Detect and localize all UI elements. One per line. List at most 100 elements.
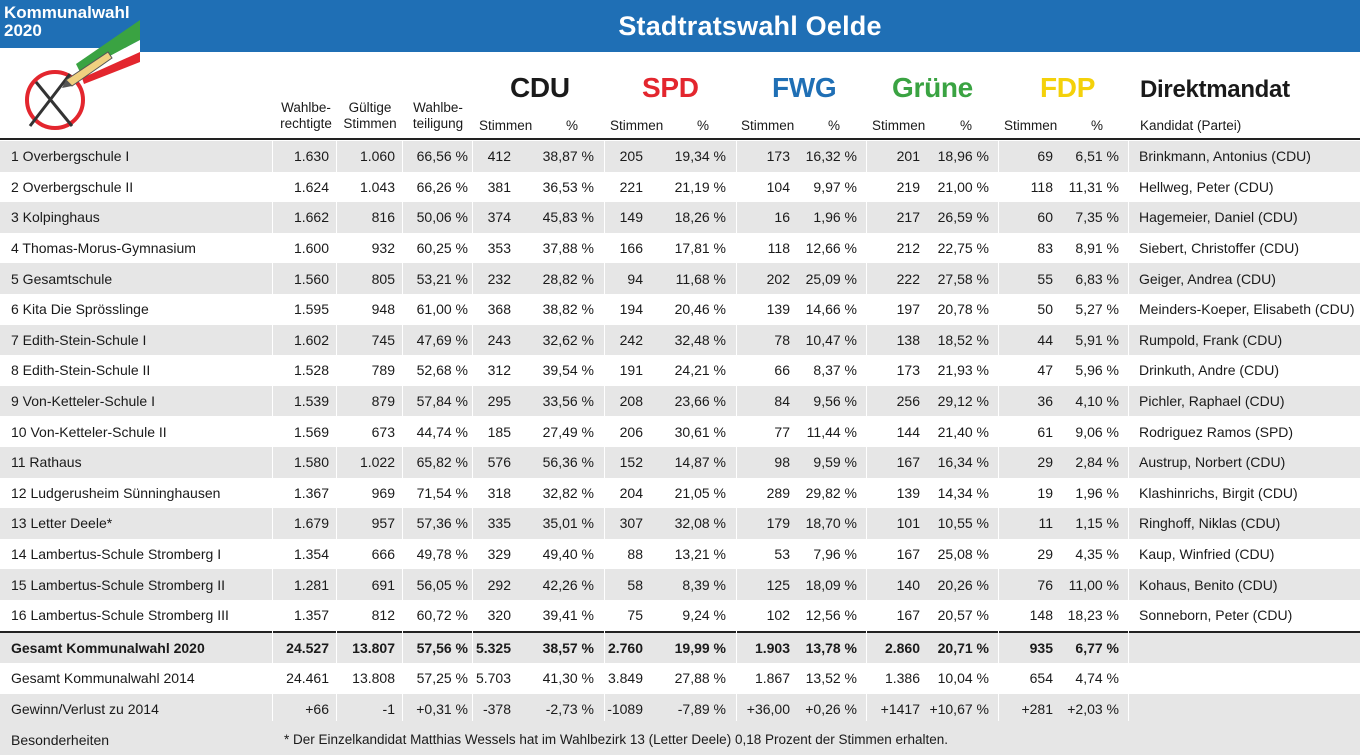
cell-fdp-prozent: 18,23 %	[1067, 607, 1119, 624]
column-separator	[998, 141, 999, 721]
cell-direktkandidat: Geiger, Andrea (CDU)	[1139, 270, 1276, 287]
cell-gruene-prozent: 10,55 %	[937, 515, 989, 532]
cell-fdp-stimmen: +281	[1021, 700, 1053, 717]
cell-spd-stimmen: 75	[627, 607, 643, 624]
cell-direktkandidat: Pichler, Raphael (CDU)	[1139, 393, 1285, 410]
cell-fwg-prozent: 10,47 %	[805, 331, 857, 348]
cell-fdp-prozent: 5,27 %	[1075, 301, 1119, 318]
cell-cdu-prozent: 38,82 %	[542, 301, 594, 318]
cell-cdu-prozent: 37,88 %	[542, 240, 594, 257]
cell-fdp-prozent: 6,51 %	[1075, 148, 1119, 165]
cell-wahlbeteiligung: 60,72 %	[416, 607, 468, 624]
cell-cdu-stimmen: 185	[487, 423, 511, 440]
table-row: 12 Ludgerusheim Sünninghausen 1.367 969 71,…	[0, 478, 1360, 509]
cell-gruene-stimmen: 138	[896, 331, 920, 348]
table-row: 2 Overbergschule II 1.624 1.043 66,26 % 381 3…	[0, 172, 1360, 203]
cell-fwg-prozent: 16,32 %	[805, 148, 857, 165]
cell-wahlbeteiligung: 57,25 %	[416, 670, 468, 687]
cell-cdu-stimmen: 5.325	[475, 639, 511, 656]
cell-spd-stimmen: 191	[619, 362, 643, 379]
cell-direktkandidat	[1139, 694, 1357, 725]
cell-gueltige-stimmen: 789	[371, 362, 395, 379]
cell-direktkandidat: Rumpold, Frank (CDU)	[1139, 331, 1283, 348]
cell-cdu-prozent: 42,26 %	[542, 576, 594, 593]
party-gruene: Grüne	[892, 72, 973, 103]
cell-fwg-stimmen: 78	[774, 331, 790, 348]
cell-fwg-stimmen: 1.903	[754, 639, 790, 656]
cell-gruene-stimmen: 139	[896, 484, 920, 501]
cell-gruene-stimmen: 167	[896, 454, 920, 471]
header-wahlbeteiligung-line2: teiligung	[412, 116, 464, 131]
cell-spd-prozent: 32,08 %	[674, 515, 726, 532]
cell-fwg-stimmen: 173	[766, 148, 790, 165]
cell-spd-stimmen: 88	[627, 546, 643, 563]
cell-gruene-prozent: 20,57 %	[937, 607, 989, 624]
title-bar: Stadtratswahl Oelde	[140, 0, 1360, 52]
cell-district-name: Gewinn/Verlust zu 2014	[11, 700, 159, 717]
cell-cdu-stimmen: 335	[487, 515, 511, 532]
summary-row: Gesamt Kommunalwahl 2014 24.461 13.808 57,2…	[0, 663, 1360, 694]
cell-spd-stimmen: -1089	[607, 700, 643, 717]
cell-cdu-stimmen: 381	[487, 178, 511, 195]
cell-district-name: 14 Lambertus-Schule Stromberg I	[11, 546, 222, 563]
cell-cdu-stimmen: 374	[487, 209, 511, 226]
cell-gueltige-stimmen: 673	[371, 423, 395, 440]
cell-gueltige-stimmen: 1.043	[359, 178, 395, 195]
cell-fdp-prozent: 5,91 %	[1075, 331, 1119, 348]
header-gueltige-stimmen: Gültige Stimmen	[340, 100, 400, 132]
cell-fwg-prozent: 7,96 %	[813, 546, 857, 563]
cell-wahlberechtigte: 24.527	[286, 639, 329, 656]
cell-district-name: 5 Gesamtschule	[11, 270, 113, 287]
cell-gruene-stimmen: 2.860	[884, 639, 920, 656]
cell-gruene-prozent: 26,59 %	[937, 209, 989, 226]
logo-year: 2020	[4, 21, 42, 40]
cell-spd-prozent: 8,39 %	[682, 576, 726, 593]
cell-fwg-prozent: 14,66 %	[805, 301, 857, 318]
cell-fdp-prozent: 2,84 %	[1075, 454, 1119, 471]
cell-gruene-prozent: 16,34 %	[937, 454, 989, 471]
cell-cdu-stimmen: 312	[487, 362, 511, 379]
cell-district-name: 9 Von-Ketteler-Schule I	[11, 393, 155, 410]
cell-fdp-prozent: +2,03 %	[1067, 700, 1119, 717]
cell-gueltige-stimmen: 969	[371, 484, 395, 501]
cell-gruene-prozent: 22,75 %	[937, 240, 989, 257]
cell-cdu-stimmen: 320	[487, 607, 511, 624]
cell-fdp-prozent: 11,00 %	[1068, 576, 1119, 593]
cell-fdp-stimmen: 29	[1037, 546, 1053, 563]
cell-gruene-prozent: 18,52 %	[937, 331, 989, 348]
cell-cdu-prozent: 32,82 %	[542, 484, 594, 501]
column-separator	[272, 141, 273, 721]
cell-fwg-stimmen: 104	[766, 178, 790, 195]
cell-cdu-prozent: 38,87 %	[542, 148, 594, 165]
cell-wahlberechtigte: 1.624	[293, 178, 329, 195]
cell-fwg-stimmen: 16	[774, 209, 790, 226]
cell-gruene-stimmen: 212	[896, 240, 920, 257]
footer-note: * Der Einzelkandidat Matthias Wessels ha…	[284, 732, 949, 747]
subheader-fwg-prozent: %	[828, 118, 841, 133]
cell-district-name: 13 Letter Deele*	[11, 515, 113, 532]
cell-direktkandidat: Drinkuth, Andre (CDU)	[1139, 362, 1280, 379]
cell-wahlbeteiligung: +0,31 %	[416, 700, 468, 717]
table-row: 10 Von-Ketteler-Schule II 1.569 673 44,74 %…	[0, 416, 1360, 447]
cell-cdu-prozent: 56,36 %	[542, 454, 594, 471]
cell-direktkandidat: Sonneborn, Peter (CDU)	[1139, 607, 1293, 624]
cell-fwg-prozent: 9,97 %	[813, 178, 857, 195]
cell-gruene-prozent: +10,67 %	[929, 700, 989, 717]
cell-spd-stimmen: 166	[619, 240, 643, 257]
cell-gueltige-stimmen: 745	[371, 331, 395, 348]
cell-cdu-stimmen: 232	[487, 270, 511, 287]
cell-spd-prozent: 20,46 %	[674, 301, 726, 318]
cell-fwg-prozent: 12,66 %	[805, 240, 857, 257]
cell-fdp-prozent: 6,77 %	[1075, 639, 1119, 656]
cell-cdu-stimmen: 412	[487, 148, 511, 165]
cell-wahlbeteiligung: 61,00 %	[416, 301, 468, 318]
cell-spd-stimmen: 221	[619, 178, 643, 195]
cell-fwg-prozent: 9,56 %	[813, 393, 857, 410]
summary-row: Gewinn/Verlust zu 2014 +66 -1 +0,31 % -378 -2…	[0, 693, 1360, 725]
cell-spd-prozent: 14,87 %	[674, 454, 726, 471]
cell-wahlbeteiligung: 57,84 %	[416, 393, 468, 410]
cell-wahlberechtigte: 1.354	[293, 546, 329, 563]
cell-gruene-prozent: 21,00 %	[937, 178, 989, 195]
subheader-fdp-stimmen: Stimmen	[1004, 118, 1058, 133]
cell-cdu-stimmen: 5.703	[475, 670, 511, 687]
